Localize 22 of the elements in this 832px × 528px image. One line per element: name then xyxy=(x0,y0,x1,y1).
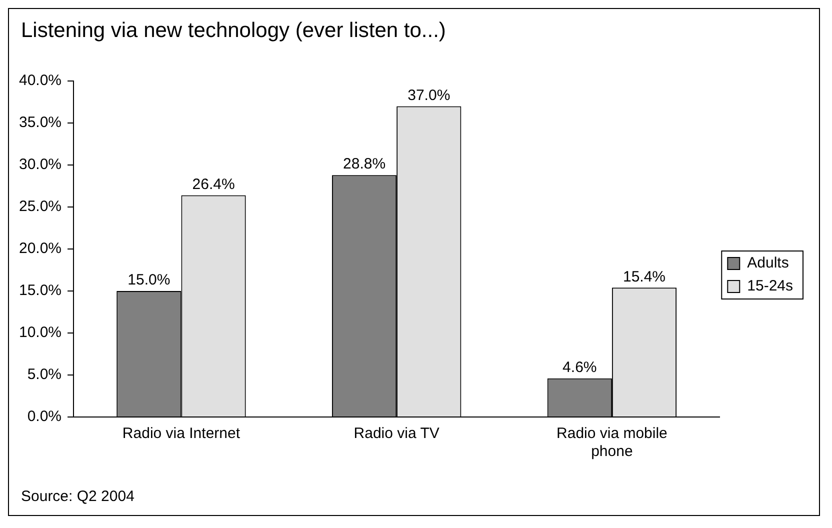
y-tick-label: 5.0% xyxy=(27,366,62,384)
y-tick-label: 25.0% xyxy=(18,198,62,216)
data-label: 4.6% xyxy=(562,359,597,376)
y-tick-label: 40.0% xyxy=(18,72,62,90)
data-label: 28.8% xyxy=(343,156,386,173)
legend-label: Adults xyxy=(747,254,789,272)
legend-label: 15-24s xyxy=(747,278,794,295)
data-label: 26.4% xyxy=(192,176,235,193)
chart-title: Listening via new technology (ever listen to...) xyxy=(21,19,446,43)
y-tick-label: 0.0% xyxy=(27,408,62,426)
data-label: 15.4% xyxy=(622,268,666,286)
y-tick-label: 15.0% xyxy=(18,282,62,300)
y-tick-label: 30.0% xyxy=(18,156,62,174)
data-label: 15.0% xyxy=(128,272,170,289)
x-tick-label: Radio via Internet xyxy=(122,425,241,442)
y-tick-label: 10.0% xyxy=(18,324,62,342)
data-label: 37.0% xyxy=(408,86,450,104)
x-tick-label: Radio via TV xyxy=(354,425,440,442)
x-tick-label: Radio via mobile phone xyxy=(556,425,668,460)
source-note: Source: Q2 2004 xyxy=(21,488,134,505)
y-tick-label: 20.0% xyxy=(18,240,62,258)
y-tick-label: 35.0% xyxy=(18,114,62,132)
